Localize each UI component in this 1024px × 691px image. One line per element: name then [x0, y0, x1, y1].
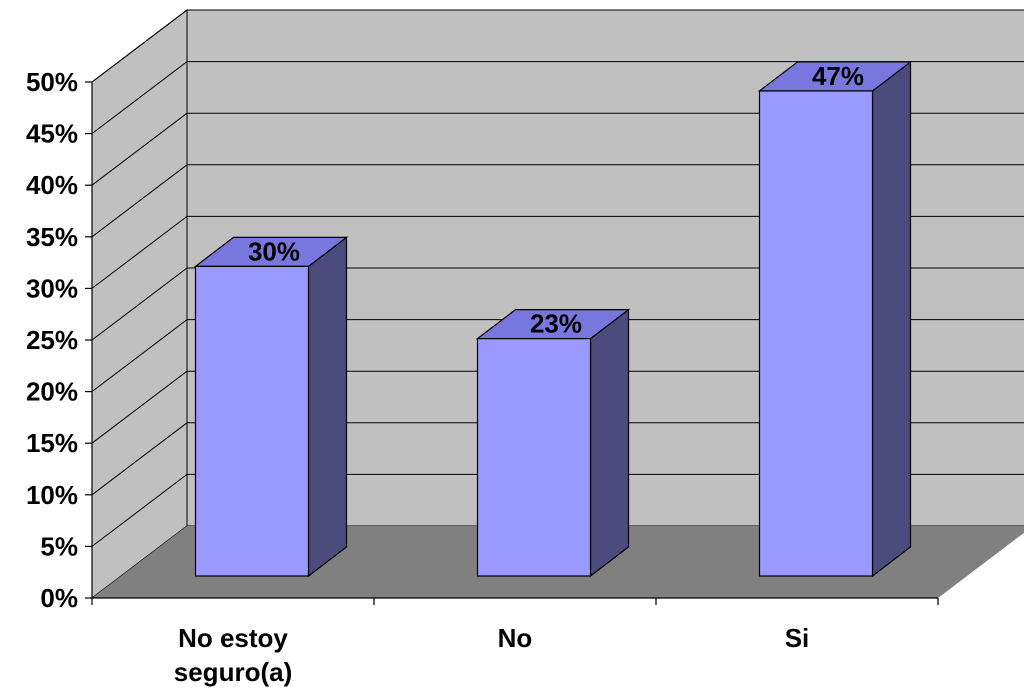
gridline-side	[91, 474, 188, 547]
y-tick-label: 45%	[26, 119, 78, 149]
data-labels: 30% 23% 47%	[248, 61, 864, 339]
bar-side	[871, 60, 912, 578]
gridline-side	[91, 370, 188, 444]
axes	[85, 81, 939, 605]
y-tick-label: 5%	[40, 531, 78, 561]
bar	[194, 265, 310, 577]
gridline-side	[91, 112, 188, 186]
x-category-label: No estoy	[178, 623, 288, 653]
bars	[193, 60, 913, 578]
bar-side	[589, 308, 630, 578]
gridline-side	[91, 164, 188, 238]
y-tick-label: 30%	[26, 273, 78, 303]
x-category-label: seguro(a)	[174, 657, 292, 687]
y-tick-label: 10%	[26, 480, 78, 510]
bar	[476, 338, 592, 577]
data-label: 23%	[530, 309, 582, 339]
data-label: 30%	[248, 236, 300, 266]
y-tick-label: 20%	[26, 377, 78, 407]
x-axis-category-labels: No estoy seguro(a) No Si	[174, 623, 810, 687]
gridline-side	[91, 422, 188, 496]
x-category-label: Si	[785, 623, 810, 653]
bar-side	[307, 236, 348, 578]
y-tick-label: 15%	[26, 428, 78, 458]
gridline-side	[91, 61, 188, 134]
bar	[758, 90, 874, 577]
y-tick-label: 25%	[26, 325, 78, 355]
gridline-side	[91, 9, 188, 83]
data-label: 47%	[812, 61, 864, 91]
y-tick-label: 50%	[26, 67, 78, 97]
y-tick-label: 35%	[26, 222, 78, 252]
y-tick-label: 0%	[40, 583, 78, 613]
gridline-side	[91, 216, 188, 289]
gridline-side	[91, 319, 188, 392]
x-category-label: No	[498, 623, 533, 653]
y-axis-tick-labels: 0% 5% 10% 15% 20% 25% 30% 35% 40% 45% 50%	[26, 67, 78, 613]
y-tick-label: 40%	[26, 170, 78, 200]
gridline-side	[91, 267, 188, 341]
